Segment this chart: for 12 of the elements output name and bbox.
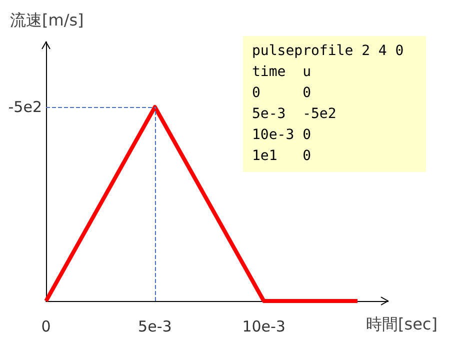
- annotation: 1e1 0: [252, 148, 312, 164]
- text: pulseprofile 2 4 0: [252, 43, 404, 59]
- x-axis-title: 時間[sec]: [366, 314, 438, 334]
- text: 0 0: [252, 85, 312, 101]
- text: time u: [252, 64, 312, 80]
- annotation: 10e-3 0: [252, 127, 312, 143]
- x-tick-label: 10e-3: [242, 318, 286, 336]
- annotation: 5e-3 -5e2: [252, 106, 336, 122]
- x-tick-label: 5e-3: [138, 318, 172, 336]
- x-tick-label: 0: [41, 318, 51, 336]
- y-axis-title: 流速[m/s]: [10, 10, 84, 30]
- text: -5e2: [8, 98, 42, 116]
